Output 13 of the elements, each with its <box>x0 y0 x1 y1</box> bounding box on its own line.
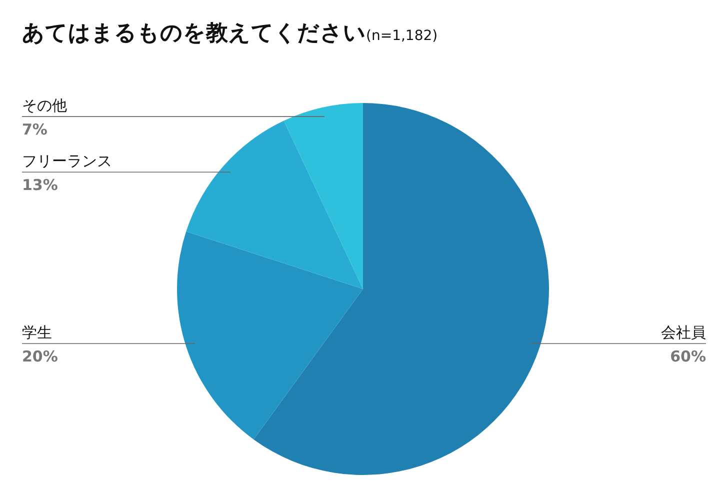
data-label: 20% <box>22 348 58 366</box>
data-label: 60% <box>670 348 706 366</box>
data-label: 7% <box>22 120 48 139</box>
pie-slice <box>254 103 549 475</box>
chart-subtitle: (n=1,182) <box>366 28 438 44</box>
slice-label: その他 <box>22 96 67 115</box>
pie-slice <box>186 120 363 289</box>
slice-label: 会社員 <box>661 324 706 342</box>
slice-label: フリーランス <box>22 152 112 170</box>
pie-slice <box>284 103 363 289</box>
slice-label: 学生 <box>22 324 52 342</box>
data-label: 13% <box>22 176 58 194</box>
pie-slice <box>177 232 363 440</box>
